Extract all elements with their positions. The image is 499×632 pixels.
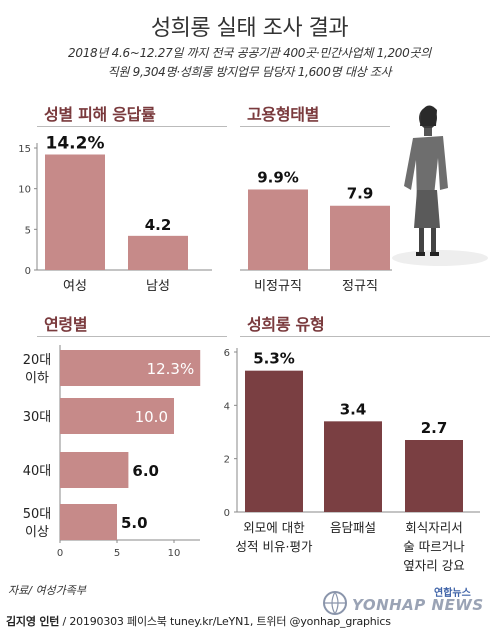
- gender-value-label: 14.2%: [46, 134, 105, 154]
- type-bar: [405, 440, 463, 512]
- logo-english: YONHAP NEWS: [352, 596, 484, 614]
- age-x-tick-label: 10: [168, 548, 181, 559]
- employment-category-label: 비정규직: [254, 279, 302, 294]
- type-category-label: 음담패설: [330, 520, 376, 535]
- gender-divider: [37, 126, 227, 127]
- type-value-label: 3.4: [340, 400, 367, 418]
- type-category-label: 성적 비유·평가: [236, 539, 313, 554]
- age-value-label: 10.0: [135, 408, 168, 426]
- type-value-label: 5.3%: [253, 350, 295, 368]
- employment-value-label: 7.9: [347, 185, 374, 203]
- gender-chart: 0 5 10 15 14.2% 여성 4.2 남성: [18, 134, 212, 294]
- age-category-label: 이하: [25, 371, 49, 386]
- type-bar: [245, 370, 303, 512]
- type-value-label: 2.7: [421, 419, 448, 437]
- subtitle-line-2: 직원 9,304명·성희롱 방지업무 담당자 1,600명 대상 조사: [107, 65, 392, 79]
- employment-divider: [240, 126, 390, 127]
- gender-category-label: 남성: [146, 279, 170, 294]
- age-category-label: 이상: [25, 525, 49, 540]
- age-x-tick-label: 0: [57, 548, 63, 559]
- employment-category-label: 정규직: [342, 279, 378, 294]
- age-chart-title: 연령별: [44, 315, 88, 334]
- type-category-label: 옆자리 강요: [403, 558, 464, 573]
- age-category-label: 20대: [23, 353, 52, 368]
- type-category-label: 회식자리서: [405, 520, 463, 535]
- gender-value-label: 4.2: [145, 216, 172, 234]
- age-bar: [60, 504, 117, 540]
- footer-credit: 김지영 인턴 / 20190303 페이스북 tuney.kr/LeYN1, 트…: [6, 613, 391, 629]
- employment-chart-title: 고용형태별: [247, 105, 320, 124]
- gender-bar: [45, 154, 105, 270]
- employment-bar: [330, 205, 390, 270]
- age-category-label: 30대: [23, 410, 52, 425]
- age-value-label: 5.0: [121, 514, 148, 532]
- source-note: 자료/ 여성가족부: [8, 584, 87, 597]
- gender-category-label: 여성: [63, 279, 87, 294]
- gender-bar: [128, 235, 188, 270]
- footer-author: 김지영 인턴: [6, 615, 60, 628]
- subtitle-line-1: 2018년 4.6~12.27일 까지 전국 공공기관 400곳·민간사업체 1…: [68, 46, 431, 60]
- gender-y-tick-label: 5: [25, 225, 31, 236]
- type-y-tick-label: 0: [224, 508, 230, 519]
- age-bar: [60, 452, 129, 488]
- woman-silhouette-illustration: [392, 105, 488, 266]
- type-chart-title: 성희롱 유형: [247, 315, 325, 334]
- employment-bar: [248, 189, 308, 270]
- type-y-tick-label: 4: [224, 401, 230, 412]
- type-bar: [324, 421, 382, 512]
- globe-icon: [322, 590, 348, 620]
- age-category-label: 50대: [23, 507, 52, 522]
- type-y-tick-label: 2: [224, 455, 230, 466]
- type-category-label: 외모에 대한: [243, 520, 305, 535]
- employment-value-label: 9.9%: [257, 168, 299, 186]
- age-value-label: 6.0: [132, 462, 159, 480]
- logo-korean: 연합뉴스: [434, 588, 471, 599]
- gender-y-tick-label: 10: [18, 185, 31, 196]
- type-y-tick-label: 6: [224, 348, 230, 359]
- age-bar: [60, 398, 174, 434]
- age-value-label: 12.3%: [147, 360, 195, 378]
- age-divider: [37, 336, 227, 337]
- footer-rest: / 20190303 페이스북 tuney.kr/LeYN1, 트위터 @yon…: [59, 615, 391, 628]
- age-category-label: 40대: [23, 464, 52, 479]
- gender-y-tick-label: 0: [25, 266, 31, 277]
- type-category-label: 술 따르거나: [403, 539, 465, 554]
- gender-chart-title: 성별 피해 응답률: [44, 105, 156, 124]
- gender-y-tick-label: 15: [18, 144, 31, 155]
- age-bar: [60, 350, 201, 386]
- employment-chart: 9.9% 비정규직 7.9 정규직: [240, 168, 392, 294]
- chart-title: 성희롱 실태 조사 결과: [150, 16, 349, 41]
- type-divider: [240, 336, 490, 337]
- yonhap-logo: 연합뉴스 YONHAP NEWS: [322, 586, 494, 615]
- age-x-tick-label: 5: [114, 548, 120, 559]
